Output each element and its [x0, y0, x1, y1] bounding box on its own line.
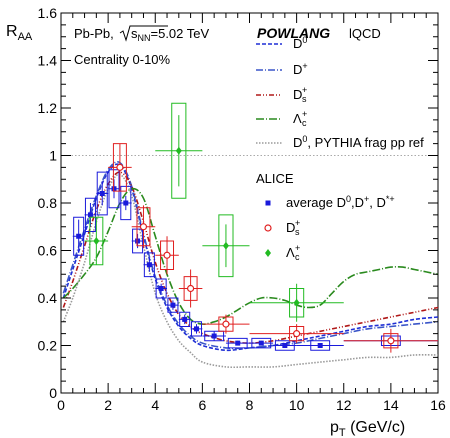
legend-label-4: D0, PYTHIA frag pp ref: [293, 134, 424, 150]
energy-label: sNN=5.02 TeV: [119, 25, 210, 43]
collision-system-label: Pb-Pb,: [74, 26, 114, 41]
data-point: [146, 262, 152, 268]
y-tick-label: 1.4: [38, 53, 58, 69]
x-tick-label: 0: [57, 397, 65, 413]
data-point: [317, 343, 323, 348]
legend-data-label-2: Λ+ c: [286, 243, 300, 262]
y-tick-label: 0.4: [38, 290, 58, 306]
y-tick-label: 0.8: [38, 195, 58, 211]
model-curve-4: [62, 173, 439, 369]
x-tick-label: 8: [246, 397, 254, 413]
legend-data-label-1: D+ s: [286, 218, 300, 237]
data-point: [387, 337, 395, 345]
data-point: [76, 233, 82, 239]
data-point: [93, 237, 100, 245]
data-point: [282, 343, 288, 348]
data-title-label: ALICE: [256, 171, 294, 186]
y-tick-label: 0: [49, 385, 57, 401]
model-variant-label: lQCD: [349, 26, 381, 41]
data-point: [193, 326, 199, 332]
x-tick-label: 2: [104, 397, 112, 413]
data-point: [258, 340, 264, 346]
y-tick-label: 1: [49, 148, 57, 164]
x-tick-label: 4: [151, 397, 159, 413]
data-series-1: [108, 143, 438, 353]
data-point: [222, 320, 230, 328]
data-point: [158, 286, 164, 291]
model-curve-2: [62, 171, 439, 344]
x-tick-label: 16: [430, 397, 446, 413]
data-point: [111, 186, 117, 192]
svg-text:sNN=5.02 TeV: sNN=5.02 TeV: [131, 26, 210, 43]
data-point: [99, 191, 105, 196]
data-point: [116, 163, 124, 171]
legend-label-1: D+: [293, 61, 308, 77]
legend-marker-2: [265, 249, 271, 257]
y-tick-label: 1.2: [38, 100, 58, 116]
legend-label-3: Λ+ c: [293, 109, 307, 128]
data-point: [222, 241, 229, 250]
data-point: [211, 333, 217, 339]
data-point: [235, 340, 241, 346]
legend-data-label-0: average D0,D+, D*+: [286, 194, 395, 210]
data-point: [175, 146, 182, 155]
data-point: [182, 316, 188, 322]
data-point: [123, 200, 129, 206]
legend-marker-1: [264, 224, 272, 232]
legend-label-2: D+ s: [293, 85, 307, 104]
model-name-label: POWLANG: [257, 25, 330, 41]
x-tick-label: 14: [383, 397, 399, 413]
data-point: [170, 302, 176, 308]
x-axis-title: pT (GeV/c): [330, 419, 405, 438]
x-tick-label: 12: [336, 397, 352, 413]
data-point: [135, 238, 141, 244]
y-tick-label: 0.6: [38, 243, 58, 259]
data-point: [163, 251, 171, 259]
data-point: [139, 223, 148, 231]
y-tick-label: 0.2: [38, 338, 58, 354]
y-axis-title: RAA: [6, 23, 33, 43]
legend-marker-0: [265, 200, 271, 206]
centrality-label: Centrality 0-10%: [74, 52, 171, 67]
x-tick-label: 6: [198, 397, 206, 413]
y-tick-label: 1.6: [38, 5, 58, 21]
data-point: [293, 298, 300, 307]
legend-label-0: D0: [293, 35, 307, 51]
data-point: [87, 212, 93, 218]
model-curve-1: [62, 161, 439, 350]
model-curve-0: [62, 163, 439, 352]
x-tick-label: 10: [289, 397, 305, 413]
data-point: [293, 330, 301, 338]
sqrt-sign-icon: [119, 25, 168, 42]
data-point: [186, 284, 195, 293]
data-series-2: [84, 102, 344, 322]
